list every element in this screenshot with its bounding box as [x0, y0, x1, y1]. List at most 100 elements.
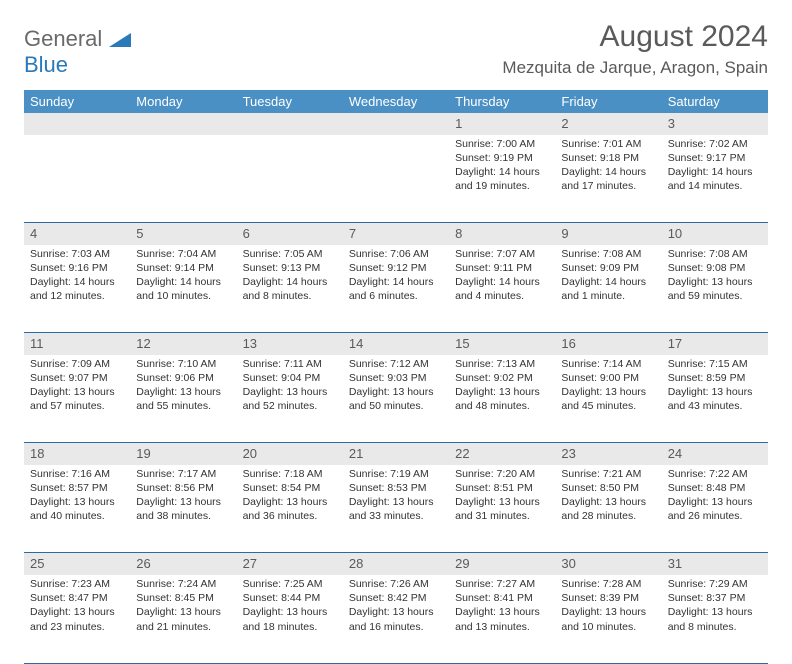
weekday-header: Friday — [555, 90, 661, 113]
day-number: 16 — [555, 333, 661, 355]
day-number-row: 25262728293031 — [24, 553, 768, 575]
week-row: Sunrise: 7:16 AMSunset: 8:57 PMDaylight:… — [24, 465, 768, 553]
daylight-text: Daylight: 14 hours and 1 minute. — [561, 275, 655, 303]
page-header: General Blue August 2024 Mezquita de Jar… — [24, 20, 768, 78]
day-number: 5 — [130, 223, 236, 245]
daylight-text: Daylight: 14 hours and 8 minutes. — [243, 275, 337, 303]
sunset-text: Sunset: 9:03 PM — [349, 371, 443, 385]
sunrise-text: Sunrise: 7:05 AM — [243, 247, 337, 261]
day-cell: Sunrise: 7:21 AMSunset: 8:50 PMDaylight:… — [555, 465, 661, 553]
daylight-text: Daylight: 13 hours and 52 minutes. — [243, 385, 337, 413]
sunrise-text: Sunrise: 7:24 AM — [136, 577, 230, 591]
daylight-text: Daylight: 13 hours and 10 minutes. — [561, 605, 655, 633]
sunset-text: Sunset: 9:07 PM — [30, 371, 124, 385]
daylight-text: Daylight: 14 hours and 10 minutes. — [136, 275, 230, 303]
sunrise-text: Sunrise: 7:29 AM — [668, 577, 762, 591]
day-cell: Sunrise: 7:19 AMSunset: 8:53 PMDaylight:… — [343, 465, 449, 553]
day-number: 18 — [24, 443, 130, 465]
sunrise-text: Sunrise: 7:02 AM — [668, 137, 762, 151]
day-cell: Sunrise: 7:01 AMSunset: 9:18 PMDaylight:… — [555, 135, 661, 223]
day-cell — [237, 135, 343, 223]
sunset-text: Sunset: 8:45 PM — [136, 591, 230, 605]
sunrise-text: Sunrise: 7:01 AM — [561, 137, 655, 151]
day-cell — [130, 135, 236, 223]
day-number: 28 — [343, 553, 449, 575]
day-cell: Sunrise: 7:04 AMSunset: 9:14 PMDaylight:… — [130, 245, 236, 333]
sunset-text: Sunset: 8:47 PM — [30, 591, 124, 605]
sunset-text: Sunset: 9:18 PM — [561, 151, 655, 165]
sunrise-text: Sunrise: 7:26 AM — [349, 577, 443, 591]
day-number-row: 45678910 — [24, 223, 768, 245]
sunset-text: Sunset: 9:04 PM — [243, 371, 337, 385]
day-cell: Sunrise: 7:15 AMSunset: 8:59 PMDaylight:… — [662, 355, 768, 443]
weekday-header: Monday — [130, 90, 236, 113]
sunset-text: Sunset: 9:17 PM — [668, 151, 762, 165]
sunrise-text: Sunrise: 7:03 AM — [30, 247, 124, 261]
sunrise-text: Sunrise: 7:25 AM — [243, 577, 337, 591]
sunrise-text: Sunrise: 7:18 AM — [243, 467, 337, 481]
daylight-text: Daylight: 14 hours and 19 minutes. — [455, 165, 549, 193]
sunset-text: Sunset: 9:08 PM — [668, 261, 762, 275]
weekday-header: Sunday — [24, 90, 130, 113]
day-number-row: 11121314151617 — [24, 333, 768, 355]
day-number: 12 — [130, 333, 236, 355]
day-cell — [343, 135, 449, 223]
day-number: 19 — [130, 443, 236, 465]
sunrise-text: Sunrise: 7:12 AM — [349, 357, 443, 371]
sunrise-text: Sunrise: 7:09 AM — [30, 357, 124, 371]
day-number: 25 — [24, 553, 130, 575]
title-block: August 2024 Mezquita de Jarque, Aragon, … — [502, 20, 768, 78]
day-number — [343, 113, 449, 135]
sunrise-text: Sunrise: 7:16 AM — [30, 467, 124, 481]
sunset-text: Sunset: 8:53 PM — [349, 481, 443, 495]
day-cell: Sunrise: 7:24 AMSunset: 8:45 PMDaylight:… — [130, 575, 236, 663]
sunset-text: Sunset: 8:50 PM — [561, 481, 655, 495]
daylight-text: Daylight: 13 hours and 57 minutes. — [30, 385, 124, 413]
day-number: 13 — [237, 333, 343, 355]
sunrise-text: Sunrise: 7:22 AM — [668, 467, 762, 481]
day-cell: Sunrise: 7:17 AMSunset: 8:56 PMDaylight:… — [130, 465, 236, 553]
sunset-text: Sunset: 9:14 PM — [136, 261, 230, 275]
daylight-text: Daylight: 13 hours and 55 minutes. — [136, 385, 230, 413]
sunrise-text: Sunrise: 7:19 AM — [349, 467, 443, 481]
daylight-text: Daylight: 13 hours and 28 minutes. — [561, 495, 655, 523]
weekday-header: Saturday — [662, 90, 768, 113]
sunrise-text: Sunrise: 7:08 AM — [561, 247, 655, 261]
day-cell: Sunrise: 7:06 AMSunset: 9:12 PMDaylight:… — [343, 245, 449, 333]
weekday-header-row: Sunday Monday Tuesday Wednesday Thursday… — [24, 90, 768, 113]
day-number: 15 — [449, 333, 555, 355]
day-cell: Sunrise: 7:25 AMSunset: 8:44 PMDaylight:… — [237, 575, 343, 663]
day-number: 17 — [662, 333, 768, 355]
sunset-text: Sunset: 8:54 PM — [243, 481, 337, 495]
day-cell: Sunrise: 7:08 AMSunset: 9:08 PMDaylight:… — [662, 245, 768, 333]
sunset-text: Sunset: 9:13 PM — [243, 261, 337, 275]
day-cell: Sunrise: 7:27 AMSunset: 8:41 PMDaylight:… — [449, 575, 555, 663]
sunrise-text: Sunrise: 7:07 AM — [455, 247, 549, 261]
sunset-text: Sunset: 8:41 PM — [455, 591, 549, 605]
sunset-text: Sunset: 8:56 PM — [136, 481, 230, 495]
day-cell: Sunrise: 7:05 AMSunset: 9:13 PMDaylight:… — [237, 245, 343, 333]
day-number: 21 — [343, 443, 449, 465]
sunset-text: Sunset: 8:42 PM — [349, 591, 443, 605]
sunrise-text: Sunrise: 7:13 AM — [455, 357, 549, 371]
weekday-header: Thursday — [449, 90, 555, 113]
day-cell: Sunrise: 7:13 AMSunset: 9:02 PMDaylight:… — [449, 355, 555, 443]
day-number: 10 — [662, 223, 768, 245]
week-row: Sunrise: 7:00 AMSunset: 9:19 PMDaylight:… — [24, 135, 768, 223]
sunset-text: Sunset: 9:11 PM — [455, 261, 549, 275]
sunset-text: Sunset: 8:48 PM — [668, 481, 762, 495]
day-cell: Sunrise: 7:12 AMSunset: 9:03 PMDaylight:… — [343, 355, 449, 443]
sunset-text: Sunset: 9:12 PM — [349, 261, 443, 275]
sunset-text: Sunset: 8:51 PM — [455, 481, 549, 495]
day-cell: Sunrise: 7:09 AMSunset: 9:07 PMDaylight:… — [24, 355, 130, 443]
brand-logo: General Blue — [24, 28, 131, 78]
day-cell: Sunrise: 7:02 AMSunset: 9:17 PMDaylight:… — [662, 135, 768, 223]
sunset-text: Sunset: 8:44 PM — [243, 591, 337, 605]
daylight-text: Daylight: 14 hours and 14 minutes. — [668, 165, 762, 193]
sunset-text: Sunset: 9:09 PM — [561, 261, 655, 275]
day-number: 27 — [237, 553, 343, 575]
day-cell: Sunrise: 7:00 AMSunset: 9:19 PMDaylight:… — [449, 135, 555, 223]
sunrise-text: Sunrise: 7:08 AM — [668, 247, 762, 261]
daylight-text: Daylight: 13 hours and 50 minutes. — [349, 385, 443, 413]
sunrise-text: Sunrise: 7:23 AM — [30, 577, 124, 591]
